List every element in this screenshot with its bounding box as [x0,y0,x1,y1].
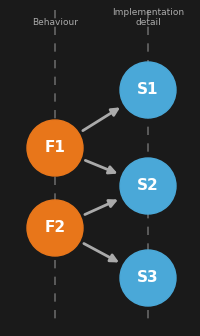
Text: Implementation
detail: Implementation detail [112,8,184,28]
Text: S2: S2 [137,178,159,194]
Text: Behaviour: Behaviour [32,18,78,27]
Text: F2: F2 [44,220,66,236]
Circle shape [27,120,83,176]
Circle shape [120,62,176,118]
Circle shape [120,158,176,214]
Text: S3: S3 [137,270,159,286]
Text: F1: F1 [45,140,65,156]
Text: S1: S1 [137,83,159,97]
Circle shape [27,200,83,256]
Circle shape [120,250,176,306]
